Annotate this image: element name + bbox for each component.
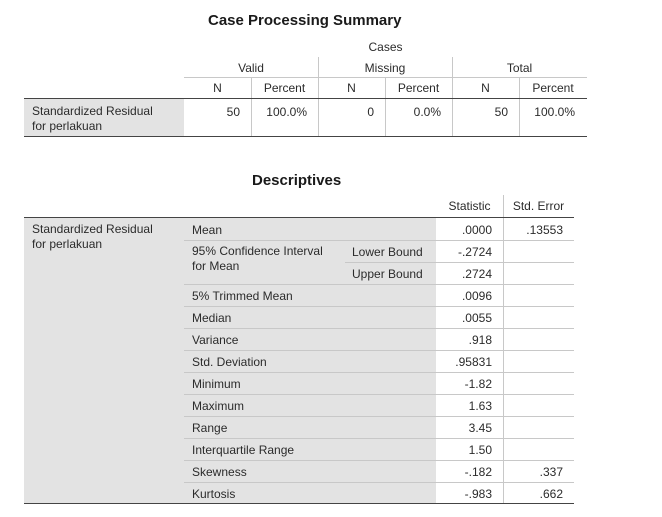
cps-row-label-line2: for perlakuan — [32, 119, 103, 133]
desc-line-std-dev — [184, 372, 574, 373]
desc-line-maximum — [184, 416, 574, 417]
sub-n-total: N — [481, 81, 490, 95]
desc-label-minimum: Minimum — [192, 377, 241, 391]
sub-sep-3 — [519, 77, 520, 98]
desc-se-skewness: .337 — [539, 465, 563, 479]
desc-header-bottom-line — [24, 217, 574, 218]
desc-stat-skewness: -.182 — [464, 465, 492, 479]
desc-label-std-deviation: Std. Deviation — [192, 355, 267, 369]
cps-row-label-cell — [24, 99, 184, 136]
desc-stat-trimmed-mean: .0096 — [461, 289, 492, 303]
sub-n-missing: N — [347, 81, 356, 95]
desc-label-column — [24, 218, 436, 503]
cps-data-sep-4 — [452, 99, 453, 136]
desc-header-sep — [503, 195, 504, 218]
desc-stat-mean: .0000 — [461, 223, 492, 237]
group-total: Total — [506, 61, 533, 75]
group-sep-2 — [452, 57, 453, 98]
cps-row-label-line1: Standardized Residual — [32, 104, 153, 118]
desc-stat-median: .0055 — [461, 311, 492, 325]
desc-label-skewness: Skewness — [192, 465, 247, 479]
cps-value-valid-n: 50 — [226, 105, 240, 119]
desc-line-variance — [184, 350, 574, 351]
desc-stat-kurtosis: -.983 — [464, 487, 492, 501]
desc-label-iqr: Interquartile Range — [192, 443, 295, 457]
cps-data-sep-1 — [251, 99, 252, 136]
col-std-error-header: Std. Error — [512, 199, 565, 213]
desc-line-minimum — [184, 394, 574, 395]
ci-label-line2: for Mean — [192, 259, 240, 273]
desc-line-ci — [184, 284, 574, 285]
cps-value-valid-percent: 100.0% — [266, 105, 307, 119]
desc-bottom-line — [24, 503, 574, 504]
desc-line-iqr — [184, 460, 574, 461]
desc-label-median: Median — [192, 311, 232, 325]
ci-label-line1: 95% Confidence Interval — [192, 244, 323, 258]
desc-stat-maximum: 1.63 — [468, 399, 492, 413]
desc-line-median — [184, 328, 574, 329]
sub-sep-2 — [385, 77, 386, 98]
group-sep-1 — [318, 57, 319, 98]
cps-value-missing-n: 0 — [367, 105, 374, 119]
desc-stat-std-deviation: .95831 — [455, 355, 492, 369]
desc-se-kurtosis: .662 — [539, 487, 563, 501]
cps-header-bottom-line — [24, 98, 587, 99]
desc-stat-upper-bound: .2724 — [461, 267, 492, 281]
desc-row-label-line2: for perlakuan — [32, 237, 103, 251]
cps-value-missing-percent: 0.0% — [413, 105, 441, 119]
col-statistic-header: Statistic — [448, 199, 491, 213]
sub-sep-1 — [251, 77, 252, 98]
desc-line-skewness — [184, 482, 574, 483]
sub-percent-valid: Percent — [263, 81, 306, 95]
group-valid: Valid — [238, 61, 264, 75]
desc-label-lower-bound: Lower Bound — [352, 245, 423, 259]
descriptives-title: Descriptives — [252, 172, 342, 189]
desc-line-range — [184, 438, 574, 439]
cps-value-total-percent: 100.0% — [534, 105, 575, 119]
sub-percent-total: Percent — [532, 81, 574, 95]
sub-percent-missing: Percent — [397, 81, 440, 95]
desc-stat-minimum: -1.82 — [464, 377, 492, 391]
desc-line-lower-bound — [345, 262, 574, 263]
group-missing: Missing — [364, 61, 406, 75]
desc-label-mean: Mean — [192, 223, 223, 237]
desc-label-upper-bound: Upper Bound — [352, 267, 423, 281]
desc-row-label-line1: Standardized Residual — [32, 222, 153, 236]
cps-data-sep-5 — [519, 99, 520, 136]
desc-data-sep — [503, 218, 504, 503]
desc-se-mean: .13553 — [526, 223, 563, 237]
cps-value-total-n: 50 — [494, 105, 508, 119]
desc-line-mean — [184, 240, 574, 241]
desc-line-trimmed — [184, 306, 574, 307]
desc-stat-lower-bound: -.2724 — [457, 245, 492, 259]
desc-stat-range: 3.45 — [468, 421, 492, 435]
cps-bottom-line — [24, 136, 587, 137]
sub-n-valid: N — [213, 81, 222, 95]
desc-label-variance: Variance — [192, 333, 239, 347]
desc-stat-variance: .918 — [468, 333, 492, 347]
cps-data-sep-3 — [385, 99, 386, 136]
desc-label-trimmed-mean: 5% Trimmed Mean — [192, 289, 293, 303]
cps-data-sep-2 — [318, 99, 319, 136]
cases-header: Cases — [368, 40, 403, 54]
desc-label-range: Range — [192, 421, 228, 435]
desc-label-maximum: Maximum — [192, 399, 245, 413]
case-processing-title: Case Processing Summary — [208, 12, 402, 29]
desc-stat-iqr: 1.50 — [468, 443, 492, 457]
desc-label-kurtosis: Kurtosis — [192, 487, 236, 501]
